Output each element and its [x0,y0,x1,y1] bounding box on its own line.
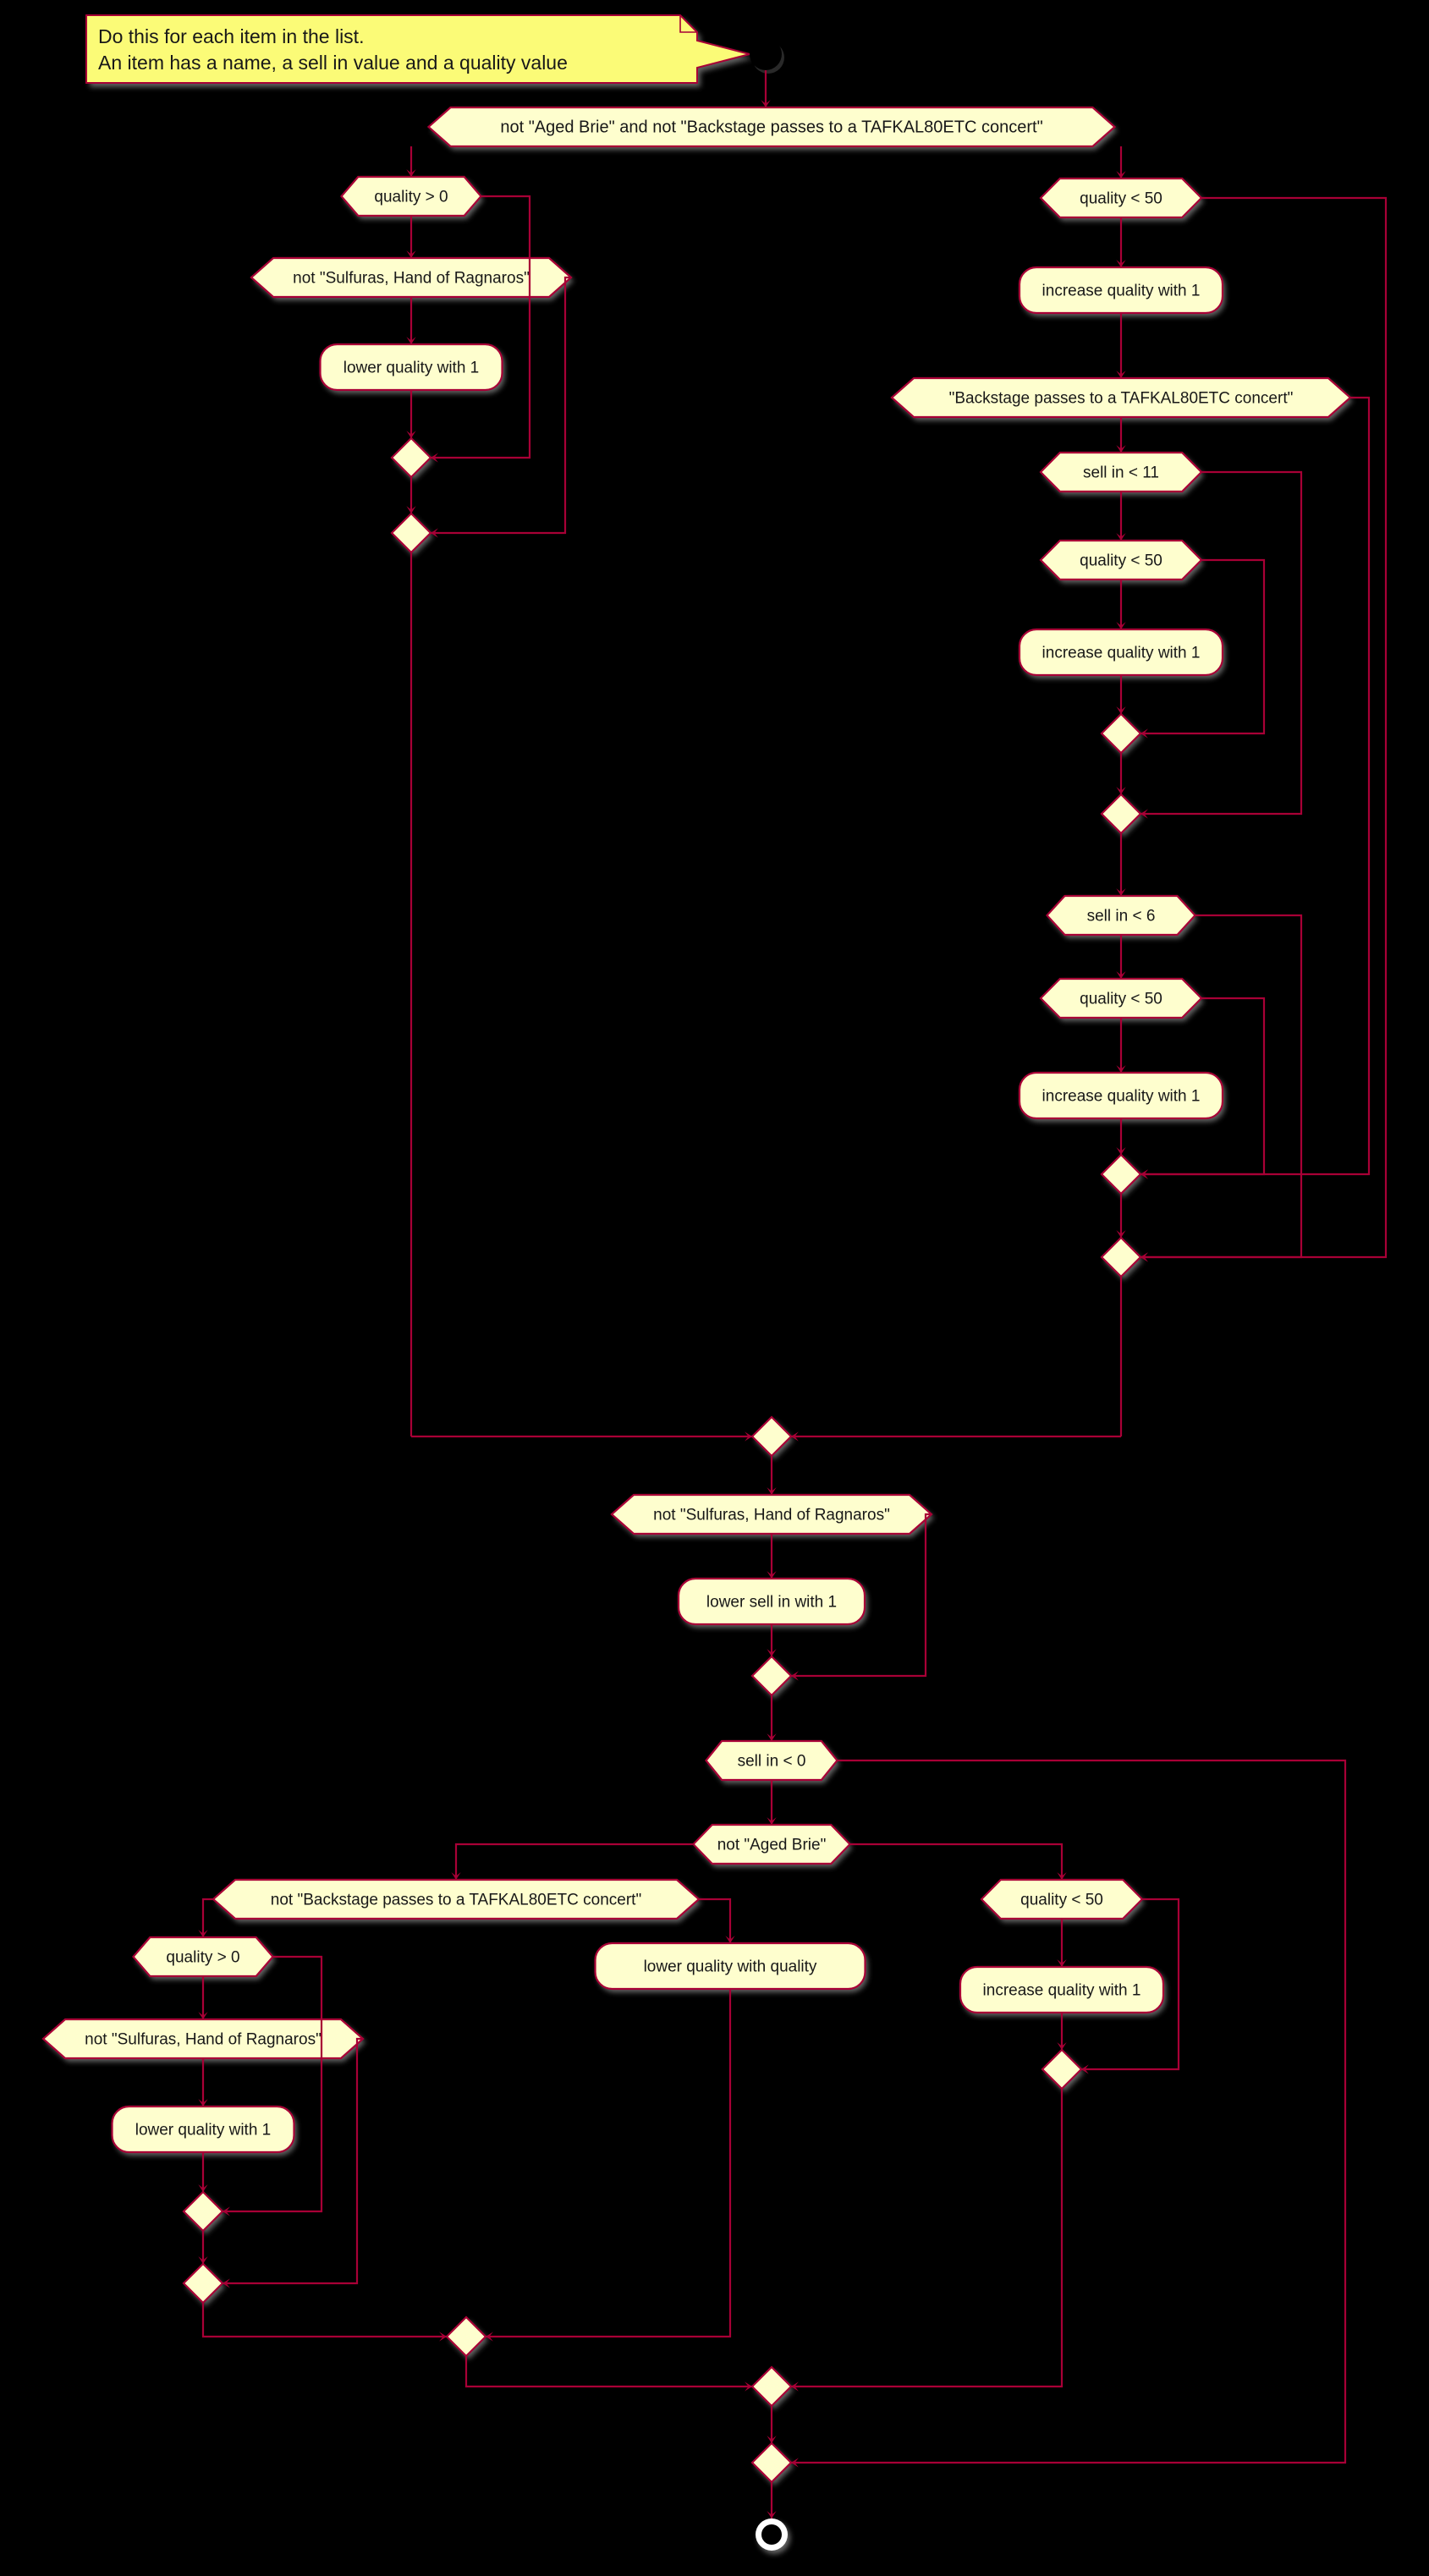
svg-text:increase quality with 1: increase quality with 1 [983,1982,1141,2000]
svg-text:"Backstage passes to a TAFKAL8: "Backstage passes to a TAFKAL80ETC conce… [949,390,1294,408]
svg-text:quality > 0: quality > 0 [166,1949,239,1967]
svg-text:increase quality with 1: increase quality with 1 [1042,645,1201,662]
svg-text:not "Aged Brie": not "Aged Brie" [717,1837,827,1854]
svg-text:not "Backstage passes to a TAF: not "Backstage passes to a TAFKAL80ETC c… [271,1892,641,1909]
svg-text:An item has a name, a sell in: An item has a name, a sell in value and … [98,52,568,74]
svg-text:not "Sulfuras, Hand of Ragnaro: not "Sulfuras, Hand of Ragnaros" [293,270,530,288]
svg-text:quality < 50: quality < 50 [1080,190,1162,208]
svg-text:not "Sulfuras, Hand of Ragnaro: not "Sulfuras, Hand of Ragnaros" [653,1507,890,1524]
svg-text:lower quality with 1: lower quality with 1 [135,2122,272,2139]
svg-text:sell in < 11: sell in < 11 [1083,464,1159,482]
svg-text:quality < 50: quality < 50 [1080,991,1162,1008]
svg-text:quality < 50: quality < 50 [1080,552,1162,570]
svg-text:increase quality with 1: increase quality with 1 [1042,283,1201,300]
svg-text:lower sell in with 1: lower sell in with 1 [706,1594,837,1612]
svg-text:quality > 0: quality > 0 [374,189,448,206]
svg-text:not "Sulfuras, Hand of Ragnaro: not "Sulfuras, Hand of Ragnaros" [85,2031,322,2049]
svg-text:Do this for each item in the l: Do this for each item in the list. [98,25,364,47]
svg-text:increase quality with 1: increase quality with 1 [1042,1088,1201,1106]
svg-text:sell in < 6: sell in < 6 [1087,908,1156,925]
svg-text:sell in < 0: sell in < 0 [738,1753,806,1771]
svg-text:quality < 50: quality < 50 [1020,1892,1103,1909]
svg-text:lower quality with quality: lower quality with quality [644,1958,817,1976]
svg-text:lower quality with 1: lower quality with 1 [344,360,480,377]
svg-text:not "Aged Brie" and not "Backs: not "Aged Brie" and not "Backstage passe… [500,118,1042,137]
